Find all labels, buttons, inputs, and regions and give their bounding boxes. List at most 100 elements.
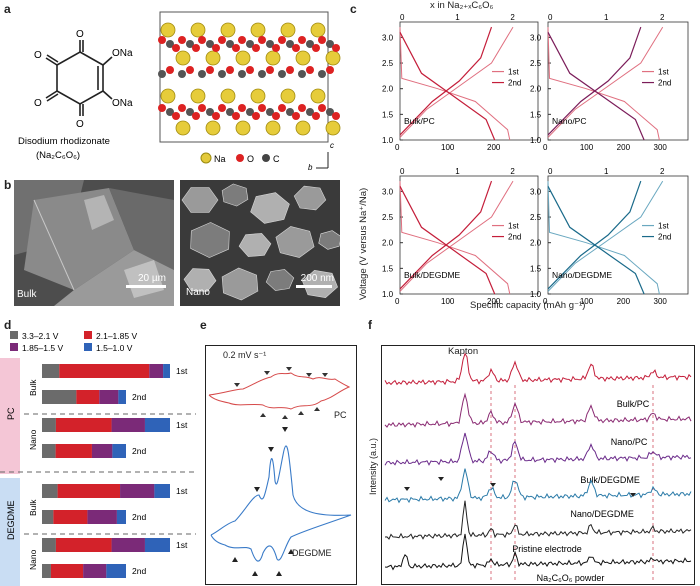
c-atom — [298, 70, 306, 78]
xrd-trace-label: Bulk/PC — [617, 399, 650, 409]
d-sub-label: Nano — [28, 429, 38, 450]
o-atom — [172, 44, 180, 52]
c-curve-2nd-discharge — [399, 32, 496, 141]
o-atom — [292, 112, 300, 120]
d-bar-segment — [154, 484, 170, 498]
o-atom — [298, 104, 306, 112]
c-subplot-label: Nano/PC — [552, 116, 587, 126]
na-atom — [235, 50, 251, 66]
d-legend-swatch — [10, 331, 18, 339]
panel-d-chart: 3.3–2.1 V 2.1–1.85 V 1.85–1.5 V 1.5–1.0 V PC… — [0, 331, 196, 586]
top-axis-label: x in Na₂₊ₓC₆O₆ — [430, 0, 494, 11]
d-bar-segment — [106, 564, 126, 578]
c-xtick-label: 200 — [617, 143, 631, 152]
na-atom — [250, 22, 266, 38]
nano-particle — [238, 233, 272, 257]
o-atom — [192, 112, 200, 120]
d-bar-segment — [91, 444, 113, 458]
c-curve-2nd-discharge — [547, 32, 645, 141]
nano-particle — [250, 192, 290, 224]
o-atom — [246, 66, 254, 74]
o-atom — [318, 104, 326, 112]
cv-pc-marker — [298, 411, 304, 415]
c-curve-1st-charge — [399, 180, 514, 292]
o-atom — [198, 104, 206, 112]
d-bar-segment — [42, 390, 77, 404]
d-bar-segment — [55, 538, 112, 552]
na-atom — [190, 88, 206, 104]
d-legend-swatch — [84, 331, 92, 339]
nano-particle — [293, 185, 327, 211]
o-atom — [326, 66, 334, 74]
sem-bulk-label: Bulk — [17, 289, 37, 300]
c-legend-2nd: 2nd — [658, 79, 671, 88]
c-ytick-label: 1.0 — [530, 136, 542, 145]
c-legend-1st: 1st — [508, 68, 519, 77]
c-atom — [246, 40, 254, 48]
c-ytick-label: 3.0 — [530, 33, 542, 42]
d-group-label: PC — [6, 407, 16, 420]
d-bar-segment — [55, 444, 92, 458]
na-atom — [265, 50, 281, 66]
d-bar-segment — [144, 418, 170, 432]
o-atom — [332, 112, 340, 120]
c-xtick-label: 0 — [395, 297, 400, 306]
c-ytick-label: 2.0 — [530, 239, 542, 248]
d-legend-label: 2.1–1.85 V — [96, 331, 137, 341]
d-bar-label: 1st — [176, 486, 188, 496]
c-ytick-label: 3.0 — [530, 187, 542, 196]
c-xtick-label: 300 — [654, 143, 668, 152]
c-xtick-label: 100 — [580, 143, 594, 152]
d-bar-segment — [42, 444, 56, 458]
c-atom — [206, 108, 214, 116]
o-atom — [278, 104, 286, 112]
cv-label-pc: PC — [334, 410, 347, 420]
panel-label-c: c — [350, 2, 357, 16]
xrd-trace — [384, 500, 692, 540]
kapton-label: Kapton — [448, 346, 479, 357]
cv-degdme-marker — [252, 571, 258, 576]
c-subplot-frame — [547, 21, 689, 141]
o-atom — [178, 36, 186, 44]
o-atom-top: O — [76, 29, 84, 40]
cv-pc-marker — [234, 383, 240, 387]
o-atom — [332, 44, 340, 52]
cv-degdme-marker — [254, 487, 260, 492]
d-bar-segment — [111, 418, 145, 432]
o-atom — [312, 112, 320, 120]
c-legend-2nd: 2nd — [508, 233, 521, 242]
cv-degdme-marker — [282, 427, 288, 432]
na-atom — [325, 50, 341, 66]
c-subplot-frame — [547, 175, 689, 295]
c-atom — [186, 108, 194, 116]
na-atom — [295, 50, 311, 66]
na-atom — [220, 22, 236, 38]
cv-label-degdme: DEGDME — [292, 548, 332, 558]
c-xtick-label: 200 — [617, 297, 631, 306]
c-toptick-label: 2 — [660, 167, 665, 176]
na-atom — [220, 88, 236, 104]
d-bar-segment — [99, 390, 119, 404]
o-atom — [198, 36, 206, 44]
d-bar-segment — [42, 538, 56, 552]
c-subplot-label: Nano/DEGDME — [552, 270, 612, 280]
c-ytick-label: 1.5 — [382, 110, 394, 119]
na-atom — [295, 120, 311, 136]
d-bar-segment — [42, 484, 58, 498]
c-atom — [206, 40, 214, 48]
c-xtick-label: 100 — [441, 297, 455, 306]
cv-degdme-marker — [268, 447, 274, 452]
legend-c: C — [273, 154, 280, 164]
c-curve-1st-discharge — [547, 27, 660, 141]
c-toptick-label: 0 — [400, 13, 405, 22]
d-bar-segment — [120, 484, 155, 498]
na-atom — [190, 22, 206, 38]
d-bar-segment — [50, 564, 84, 578]
cv-degdme-marker — [288, 549, 294, 554]
panel-f-chart: Bulk/PC Nano/PC Bulk/DEGDME Nano/DEGDME Pris… — [384, 352, 692, 583]
cv-degdme-curve — [210, 445, 352, 562]
panel-label-e: e — [200, 318, 207, 332]
legend-o: O — [247, 154, 254, 164]
d-bar-segment — [118, 390, 126, 404]
c-atom — [306, 40, 314, 48]
